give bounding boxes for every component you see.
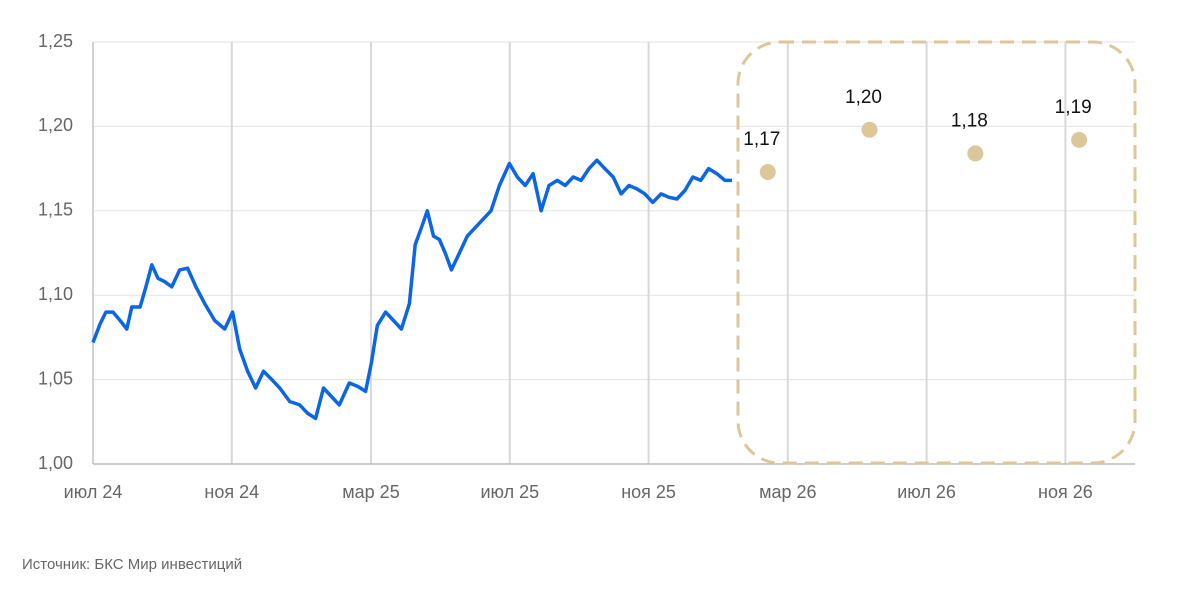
x-tick-label: июл 25 — [480, 482, 539, 502]
x-tick-label: мар 25 — [342, 482, 399, 502]
x-tick-label: июл 24 — [64, 482, 123, 502]
data-label: 1,20 — [845, 87, 882, 108]
x-tick-label: ноя 26 — [1038, 482, 1093, 502]
forecast-frame — [736, 40, 1137, 465]
data-label: 1,19 — [1055, 97, 1092, 118]
forecast-point — [1071, 131, 1088, 148]
x-tick-label: мар 26 — [759, 482, 816, 502]
y-tick-label: 1,10 — [38, 284, 73, 304]
data-label: 1,18 — [951, 110, 988, 131]
data-label: 1,17 — [743, 129, 780, 150]
source-note: Источник: БКС Мир инвестиций — [22, 556, 242, 573]
x-tick-label: ноя 25 — [621, 482, 676, 502]
y-tick-label: 1,05 — [38, 368, 73, 388]
y-tick-label: 1,00 — [38, 453, 73, 473]
forecast-point — [967, 145, 984, 162]
y-tick-label: 1,15 — [38, 200, 73, 220]
x-tick-label: ноя 24 — [204, 482, 259, 502]
forecast-point — [759, 163, 776, 180]
y-tick-label: 1,20 — [38, 115, 73, 135]
forecast-point — [861, 121, 878, 138]
x-tick-label: июл 26 — [897, 482, 956, 502]
y-tick-label: 1,25 — [38, 31, 73, 51]
price-line — [91, 158, 732, 421]
